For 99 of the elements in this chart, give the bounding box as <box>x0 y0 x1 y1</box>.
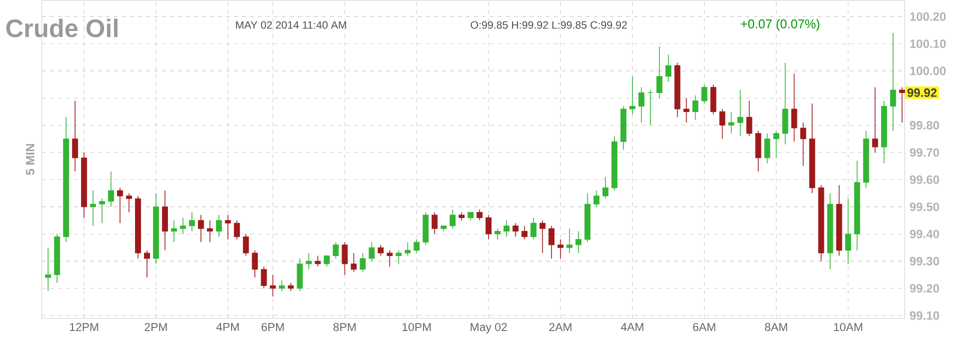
x-tick-label: 2AM <box>549 322 572 331</box>
candlestick <box>378 244 384 256</box>
candlestick <box>117 187 123 224</box>
candlestick <box>342 242 348 276</box>
candlestick <box>728 111 734 134</box>
candlestick <box>890 32 896 132</box>
candlestick <box>476 209 483 221</box>
candlestick <box>593 190 600 208</box>
candlestick <box>270 274 276 297</box>
candlestick <box>188 212 195 232</box>
candlestick <box>90 190 96 226</box>
text: MAY 02 2014 11:40 AM <box>236 21 346 29</box>
candlestick <box>360 252 366 272</box>
candlestick <box>224 214 231 240</box>
candlestick <box>450 209 456 229</box>
candlestick <box>206 220 213 243</box>
x-tick-label: May 02 <box>470 322 507 334</box>
candlestick <box>45 247 52 292</box>
candlestick <box>558 239 564 259</box>
candlestick <box>504 220 510 238</box>
candlestick <box>746 100 752 137</box>
y-tick-label: 99.10 <box>910 311 940 320</box>
candlestick <box>683 98 690 123</box>
candlestick <box>548 225 554 259</box>
y-tick-label: 99.60 <box>910 175 940 184</box>
candlestick <box>719 108 726 140</box>
candlestick <box>126 192 132 213</box>
x-tick-label: 4PM <box>216 322 239 331</box>
candlestick <box>494 228 501 240</box>
x-tick-label: 10PM <box>402 322 431 332</box>
candlestick <box>764 133 770 164</box>
candlestick <box>486 214 492 240</box>
candlestick <box>278 280 285 292</box>
x-tick-label: 8AM <box>764 322 788 332</box>
candlestick <box>701 84 708 104</box>
candlestick <box>692 94 698 120</box>
candlestick <box>530 217 536 240</box>
annotation: O:99.85 H:99.92 L:99.85 C:99.92 <box>470 21 627 29</box>
candlestick <box>512 222 519 238</box>
candlestick <box>332 242 339 259</box>
candlestick <box>899 86 906 123</box>
x-tick-label: 10AM <box>834 322 862 332</box>
candlestick <box>306 252 312 270</box>
candlestick <box>791 73 798 142</box>
candlestick <box>665 54 672 82</box>
candlestick <box>576 230 582 254</box>
candlestick <box>242 234 249 256</box>
y-tick-label: 99.30 <box>910 256 940 266</box>
candlestick <box>602 176 608 200</box>
candlestick <box>368 242 375 262</box>
candlestick <box>522 225 528 240</box>
candlestick <box>180 217 186 234</box>
candlestick <box>324 255 330 268</box>
candlestick <box>260 266 267 289</box>
candlestick <box>72 100 78 172</box>
annotation: +0.07 (0.07%) <box>740 19 820 31</box>
candlestick <box>198 214 204 243</box>
candlestick <box>737 90 744 137</box>
candlestick <box>108 171 114 208</box>
candlestick <box>216 214 222 238</box>
candlestick <box>629 76 636 115</box>
candlestick <box>773 130 780 158</box>
candlestick <box>350 252 357 272</box>
candlestick <box>540 220 546 254</box>
candlestick <box>99 198 106 224</box>
y-tick-label: 99.40 <box>910 230 940 238</box>
y-tick-label: 99.80 <box>910 121 940 130</box>
candlestick <box>872 86 878 153</box>
candlestick <box>647 90 654 126</box>
y-tick-label: 100.00 <box>910 66 946 76</box>
x-tick-label: 4AM <box>620 322 644 331</box>
x-tick-label: 6PM <box>262 322 284 332</box>
candlestick <box>656 46 662 99</box>
candlestick <box>432 212 438 234</box>
candlestick <box>396 250 402 264</box>
candlestick <box>252 250 258 278</box>
candlestick <box>314 255 321 268</box>
text: Crude Oil <box>6 18 118 38</box>
x-tick-label: 6AM <box>693 322 716 332</box>
x-tick-label: 12PM <box>70 322 98 331</box>
candlestick <box>800 122 806 166</box>
candlestick <box>414 239 420 254</box>
candlestick <box>234 220 240 240</box>
candlestick <box>638 86 644 123</box>
candlestick <box>144 250 150 278</box>
x-tick-label: 2PM <box>144 322 167 331</box>
annotation: 99.92 <box>907 88 937 97</box>
candlestick <box>845 198 852 264</box>
y-axis-title: 5 MIN <box>26 144 34 175</box>
y-tick-label: 100.20 <box>910 12 946 21</box>
candlestick <box>404 242 411 256</box>
y-tick-label: 100.10 <box>910 40 946 48</box>
y-tick-label: 99.70 <box>910 148 940 157</box>
candlestick <box>170 220 177 243</box>
candlestick <box>386 250 393 268</box>
candlestick <box>566 228 572 254</box>
y-tick-label: 99.50 <box>910 202 940 212</box>
x-tick-label: 8PM <box>333 322 356 332</box>
y-tick-label: 99.20 <box>910 284 940 293</box>
